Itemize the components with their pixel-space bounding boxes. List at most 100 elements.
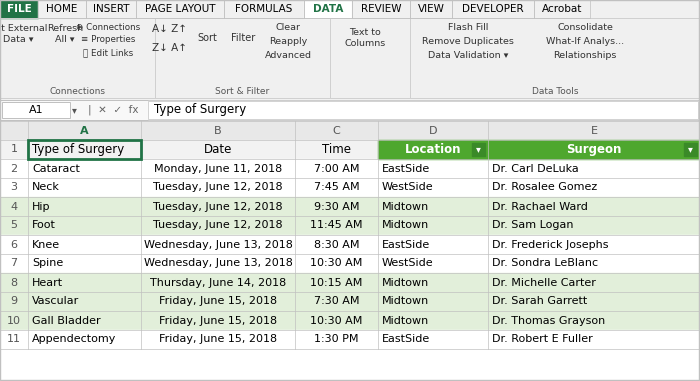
Text: Tuesday, June 12, 2018: Tuesday, June 12, 2018 bbox=[153, 182, 283, 192]
Bar bbox=[352, 0, 410, 18]
Text: 11: 11 bbox=[7, 335, 21, 344]
Text: Cataract: Cataract bbox=[32, 163, 80, 173]
Text: Location: Location bbox=[405, 143, 461, 156]
Bar bbox=[410, 18, 700, 98]
Bar bbox=[136, 0, 224, 18]
Bar bbox=[0, 216, 700, 235]
Text: Midtown: Midtown bbox=[382, 221, 429, 231]
Bar bbox=[0, 197, 700, 216]
Bar bbox=[0, 235, 700, 254]
Text: 10:15 AM: 10:15 AM bbox=[310, 277, 363, 288]
Text: Tuesday, June 12, 2018: Tuesday, June 12, 2018 bbox=[153, 202, 283, 211]
Text: DEVELOPER: DEVELOPER bbox=[462, 4, 524, 14]
Text: 3: 3 bbox=[10, 182, 18, 192]
Text: Dr. Michelle Carter: Dr. Michelle Carter bbox=[492, 277, 596, 288]
Text: Dr. Carl DeLuka: Dr. Carl DeLuka bbox=[492, 163, 579, 173]
Bar bbox=[0, 0, 38, 18]
Text: Advanced: Advanced bbox=[265, 51, 312, 61]
Text: VIEW: VIEW bbox=[418, 4, 444, 14]
Bar bbox=[534, 0, 590, 18]
Text: Time: Time bbox=[322, 143, 351, 156]
Bar bbox=[86, 0, 136, 18]
Bar bbox=[0, 159, 700, 178]
Bar bbox=[684, 143, 697, 156]
Text: B: B bbox=[214, 125, 222, 136]
Text: 8:30 AM: 8:30 AM bbox=[314, 240, 359, 250]
Bar bbox=[28, 140, 141, 159]
Text: Dr. Sondra LeBlanc: Dr. Sondra LeBlanc bbox=[492, 258, 598, 269]
Text: Type of Surgery: Type of Surgery bbox=[32, 143, 125, 156]
Text: EastSide: EastSide bbox=[382, 163, 430, 173]
Bar bbox=[304, 0, 352, 18]
Text: Surgeon: Surgeon bbox=[566, 143, 622, 156]
Text: 7: 7 bbox=[10, 258, 18, 269]
Text: What-If Analys...: What-If Analys... bbox=[546, 37, 624, 46]
Text: Friday, June 15, 2018: Friday, June 15, 2018 bbox=[159, 335, 277, 344]
Text: DATA: DATA bbox=[313, 4, 343, 14]
Text: Wednesday, June 13, 2018: Wednesday, June 13, 2018 bbox=[144, 258, 293, 269]
Bar bbox=[155, 18, 330, 98]
Bar bbox=[330, 18, 410, 98]
Text: 4: 4 bbox=[10, 202, 18, 211]
Text: ≡ Properties: ≡ Properties bbox=[80, 35, 135, 45]
Text: A: A bbox=[80, 125, 89, 136]
Bar bbox=[0, 273, 700, 292]
Text: Data Validation ▾: Data Validation ▾ bbox=[428, 51, 508, 61]
Text: HOME: HOME bbox=[46, 4, 78, 14]
Text: Heart: Heart bbox=[32, 277, 63, 288]
Text: 9:30 AM: 9:30 AM bbox=[314, 202, 359, 211]
Text: Refresh
All ▾: Refresh All ▾ bbox=[47, 24, 83, 44]
Bar bbox=[2, 102, 70, 118]
Text: Foot: Foot bbox=[32, 221, 56, 231]
Text: 7:45 AM: 7:45 AM bbox=[314, 182, 359, 192]
Text: Neck: Neck bbox=[32, 182, 60, 192]
Text: Dr. Robert E Fuller: Dr. Robert E Fuller bbox=[492, 335, 593, 344]
Text: Midtown: Midtown bbox=[382, 296, 429, 306]
Bar bbox=[472, 143, 485, 156]
Text: Date: Date bbox=[204, 143, 232, 156]
Bar bbox=[38, 0, 86, 18]
Text: Dr. Rosalee Gomez: Dr. Rosalee Gomez bbox=[492, 182, 597, 192]
Text: |  ✕  ✓  fx: | ✕ ✓ fx bbox=[88, 105, 139, 115]
Bar bbox=[148, 101, 698, 119]
Text: 7:30 AM: 7:30 AM bbox=[314, 296, 359, 306]
Text: ⛓ Edit Links: ⛓ Edit Links bbox=[83, 48, 133, 58]
Text: Friday, June 15, 2018: Friday, June 15, 2018 bbox=[159, 315, 277, 325]
Text: 8: 8 bbox=[10, 277, 18, 288]
Text: EastSide: EastSide bbox=[382, 335, 430, 344]
Text: Data Tools: Data Tools bbox=[532, 86, 578, 96]
Bar bbox=[410, 0, 452, 18]
Text: Hip: Hip bbox=[32, 202, 50, 211]
Text: E: E bbox=[591, 125, 598, 136]
Text: ▾: ▾ bbox=[688, 144, 693, 155]
Text: 5: 5 bbox=[10, 221, 18, 231]
Bar bbox=[0, 140, 700, 159]
Text: Midtown: Midtown bbox=[382, 315, 429, 325]
Text: Dr. Sam Logan: Dr. Sam Logan bbox=[492, 221, 573, 231]
Bar bbox=[352, 0, 410, 18]
Text: FILE: FILE bbox=[6, 4, 32, 14]
Text: 11:45 AM: 11:45 AM bbox=[310, 221, 363, 231]
Text: Sort & Filter: Sort & Filter bbox=[216, 86, 270, 96]
Text: Wednesday, June 13, 2018: Wednesday, June 13, 2018 bbox=[144, 240, 293, 250]
Bar bbox=[410, 0, 452, 18]
Text: WestSide: WestSide bbox=[382, 182, 433, 192]
Text: Dr. Frederick Josephs: Dr. Frederick Josephs bbox=[492, 240, 608, 250]
Text: Thursday, June 14, 2018: Thursday, June 14, 2018 bbox=[150, 277, 286, 288]
Text: A↓ Z↑: A↓ Z↑ bbox=[153, 24, 188, 34]
Bar bbox=[136, 0, 224, 18]
Bar bbox=[0, 254, 700, 273]
Text: 10: 10 bbox=[7, 315, 21, 325]
Bar bbox=[0, 100, 700, 120]
Text: Z↓ A↑: Z↓ A↑ bbox=[153, 43, 188, 53]
Text: Dr. Rachael Ward: Dr. Rachael Ward bbox=[492, 202, 588, 211]
Text: ▾: ▾ bbox=[476, 144, 481, 155]
Text: Get External
Data ▾: Get External Data ▾ bbox=[0, 24, 48, 44]
Text: INSERT: INSERT bbox=[92, 4, 130, 14]
Bar bbox=[488, 140, 700, 159]
Text: D: D bbox=[428, 125, 438, 136]
Text: Connections: Connections bbox=[50, 86, 106, 96]
Text: Friday, June 15, 2018: Friday, June 15, 2018 bbox=[159, 296, 277, 306]
Text: Vascular: Vascular bbox=[32, 296, 79, 306]
Text: 2: 2 bbox=[10, 163, 18, 173]
